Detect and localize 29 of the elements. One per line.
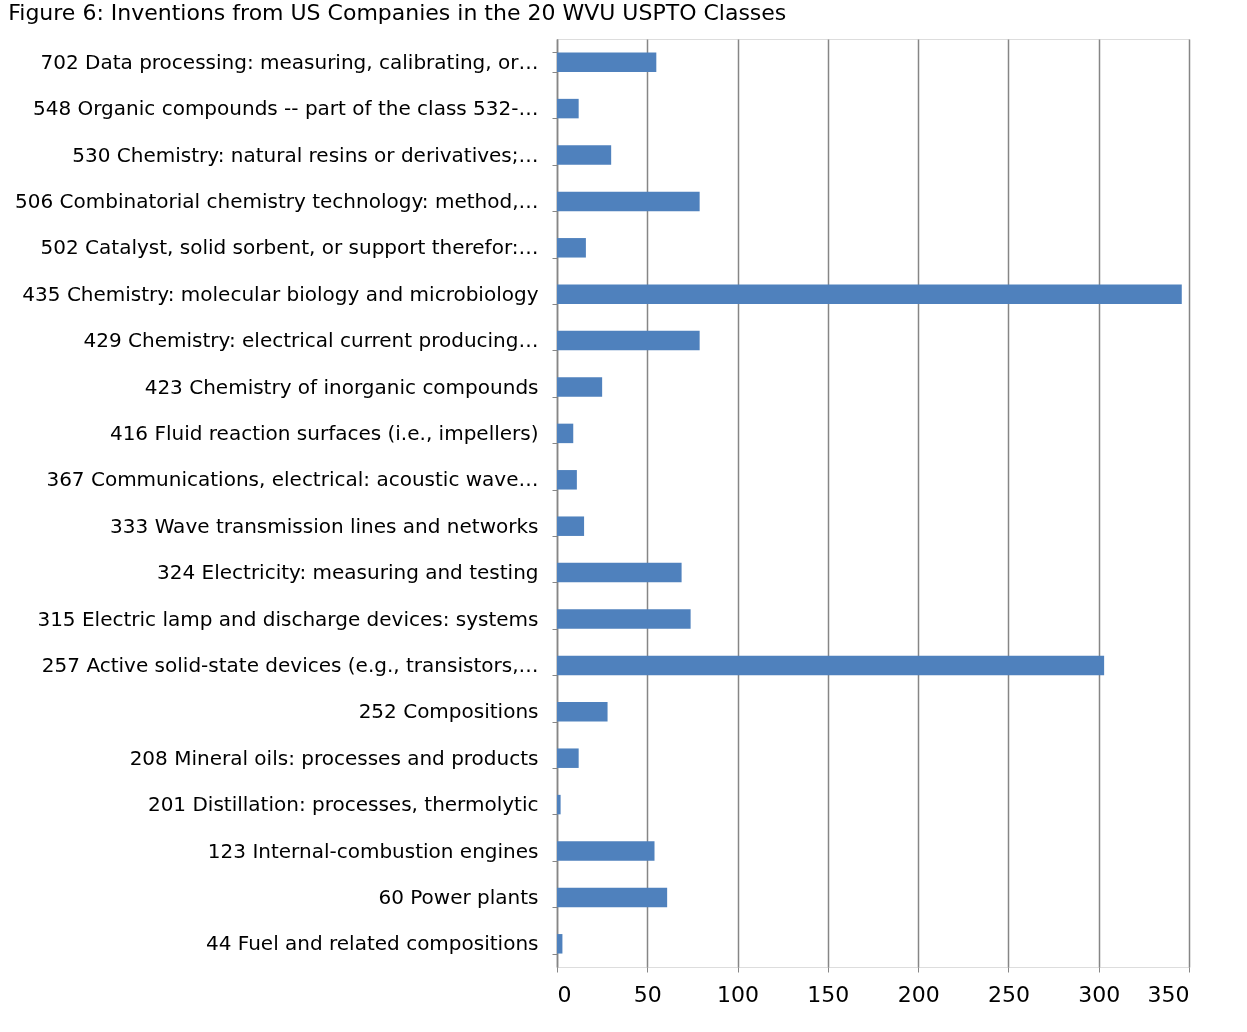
y-tick-label: 548 Organic compounds -- part of the class 532-… [32, 96, 539, 121]
y-tick-label: 60 Power plants [378, 884, 539, 909]
x-tick-label: 300 [1078, 981, 1121, 1007]
y-tick-label: 506 Combinatorial chemistry technology: method,… [15, 188, 539, 213]
chart-title: Figure 6: Inventions from US Companies in the 20 WVU USPTO Classes [8, 0, 787, 25]
x-tick-label: 150 [807, 981, 850, 1007]
y-tick-label: 367 Communications, electrical: acoustic wave… [46, 467, 539, 492]
y-tick-label: 530 Chemistry: natural resins or derivatives;… [72, 142, 539, 167]
x-tick-label: 0 [557, 981, 572, 1007]
y-tick-label: 208 Mineral oils: processes and products [129, 745, 539, 770]
y-tick-label: 252 Compositions [358, 699, 539, 724]
y-tick-label: 315 Electric lamp and discharge devices: systems [37, 606, 539, 631]
y-tick-label: 502 Catalyst, solid sorbent, or support therefor:… [40, 235, 539, 260]
y-tick-label: 201 Distillation: processes, thermolytic [147, 792, 539, 817]
y-tick-label: 44 Fuel and related compositions [205, 931, 539, 956]
x-tick-label: 350 [1147, 981, 1190, 1007]
y-tick-label: 435 Chemistry: molecular biology and microbiology [22, 281, 539, 306]
y-tick-label: 423 Chemistry of inorganic compounds [144, 374, 539, 399]
x-tick-label: 50 [633, 981, 662, 1007]
x-tick-label: 100 [717, 981, 760, 1007]
x-tick-label: 200 [897, 981, 940, 1007]
y-tick-label: 324 Electricity: measuring and testing [157, 560, 539, 585]
y-tick-label: 333 Wave transmission lines and networks [110, 513, 539, 538]
y-tick-label: 429 Chemistry: electrical current producing… [83, 328, 539, 353]
y-tick-label: 257 Active solid-state devices (e.g., transistors,… [41, 652, 539, 677]
y-tick-label: 416 Fluid reaction surfaces (i.e., impellers) [109, 420, 539, 445]
y-tick-label: 702 Data processing: measuring, calibrating, or… [40, 49, 539, 74]
x-tick-label: 250 [987, 981, 1030, 1007]
y-tick-label: 123 Internal-combustion engines [207, 838, 539, 863]
